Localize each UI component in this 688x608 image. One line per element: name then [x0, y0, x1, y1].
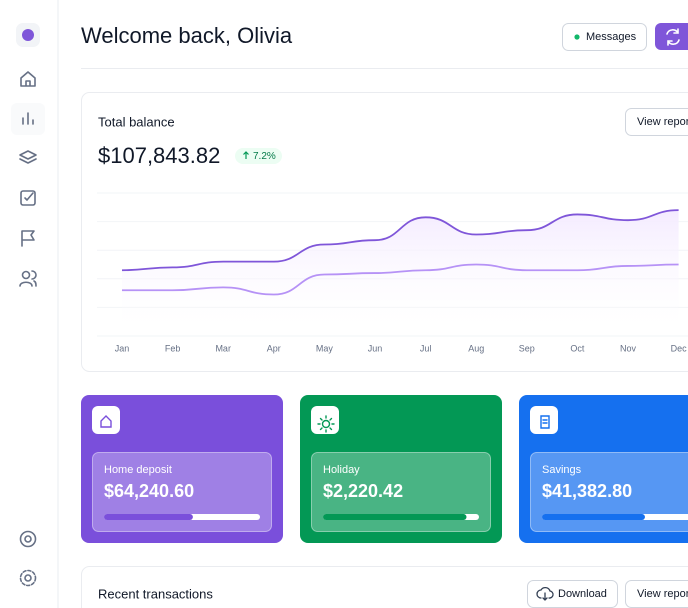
card	[300, 395, 502, 543]
x-tick-label: Dec	[671, 343, 688, 353]
card-label: Holiday	[323, 464, 360, 476]
nav-home[interactable]	[20, 71, 36, 87]
savings-cards: Home deposit $64,240.60 Holiday $2,220.42 Sa…	[81, 395, 688, 543]
card-label: Savings	[542, 464, 582, 476]
x-tick-label: Apr	[267, 343, 281, 353]
card-title: Recent transactions	[98, 586, 213, 601]
button-label: View report	[637, 116, 688, 128]
nav-settings[interactable]	[19, 569, 37, 587]
icon-shape	[100, 415, 112, 428]
progress-fill	[104, 514, 193, 520]
card-amount: $2,220.42	[323, 481, 403, 501]
nav-flags[interactable]	[21, 230, 35, 247]
progress-fill	[542, 514, 645, 520]
x-tick-label: Jul	[420, 343, 432, 353]
card	[81, 395, 283, 543]
icon-shape	[321, 419, 331, 429]
card-panel	[311, 452, 491, 532]
balance-chart: Jan Feb Mar Apr May Jun Jul Aug Sep Oct Nov Dec	[97, 192, 688, 353]
nav-tasks[interactable]	[20, 190, 36, 206]
card	[519, 395, 688, 543]
nav-users[interactable]	[19, 270, 37, 287]
icon-shape	[317, 415, 335, 433]
x-tick-label: Nov	[620, 343, 637, 353]
line	[122, 263, 679, 296]
button-label: Download	[558, 588, 607, 600]
icon-shape	[540, 415, 550, 429]
card-label: Home deposit	[104, 464, 172, 476]
x-tick-label: Jun	[368, 343, 383, 353]
nav-support[interactable]	[19, 530, 37, 548]
button-label: Messages	[586, 31, 637, 43]
sidebar	[0, 0, 58, 608]
x-tick-label: Jan	[115, 343, 130, 353]
view-report-button[interactable]	[625, 108, 688, 136]
button-label: View report	[637, 588, 688, 600]
area	[122, 210, 679, 336]
x-tick-label: May	[316, 343, 334, 353]
nav-reports[interactable]	[22, 112, 34, 125]
card-icon	[92, 406, 120, 434]
balance-amount: $107,843.82	[98, 143, 220, 168]
messages-button[interactable]	[562, 23, 647, 51]
sync-button[interactable]	[655, 23, 688, 50]
line	[121, 209, 679, 272]
card-amount: $41,382.80	[542, 481, 632, 501]
card-amount: $64,240.60	[104, 481, 194, 501]
x-tick-label: Feb	[165, 343, 181, 353]
card-title: Total balance	[98, 114, 175, 129]
nav-layers[interactable]	[19, 150, 37, 164]
x-tick-label: Oct	[570, 343, 585, 353]
progress-fill	[323, 514, 467, 520]
x-tick-label: Aug	[468, 343, 484, 353]
x-tick-label: Sep	[519, 343, 535, 353]
change-value: 7.2%	[253, 151, 276, 162]
x-tick-label: Mar	[215, 343, 231, 353]
card-panel	[530, 452, 688, 532]
page-title: Welcome back, Olivia	[81, 23, 293, 48]
card-panel	[92, 452, 272, 532]
